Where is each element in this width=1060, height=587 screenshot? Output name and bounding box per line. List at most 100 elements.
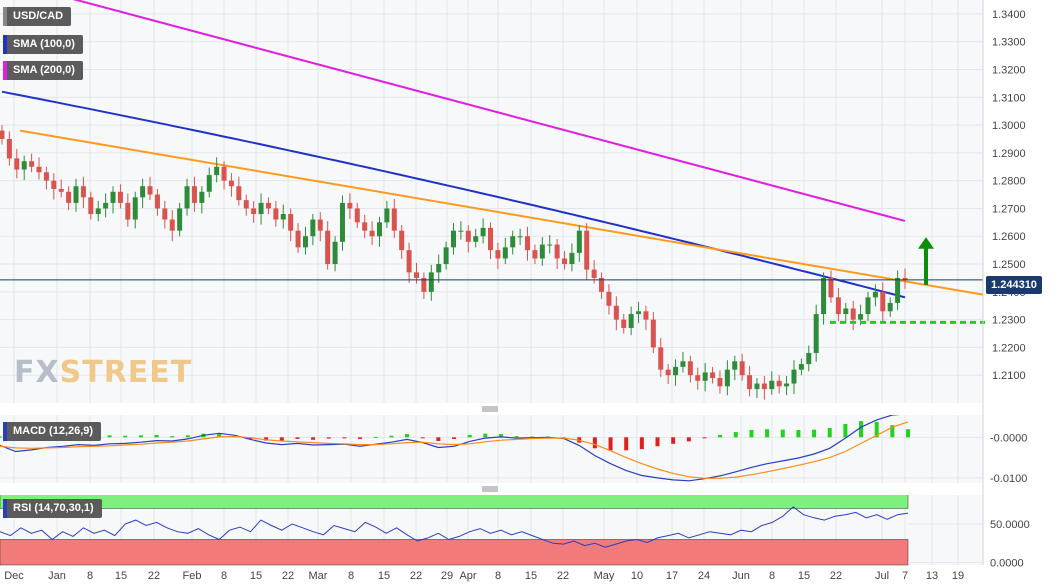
macd-histogram-bar bbox=[467, 434, 472, 438]
macd-histogram-bar bbox=[498, 434, 503, 438]
candlestick bbox=[488, 227, 494, 251]
macd-histogram-bar bbox=[686, 437, 691, 442]
macd-histogram-bar bbox=[358, 437, 363, 439]
x-tick-label: 10 bbox=[631, 570, 643, 582]
candlestick bbox=[732, 361, 738, 370]
candlestick bbox=[562, 258, 568, 265]
price-tick-label: 1.2200 bbox=[992, 342, 1026, 354]
macd-legend: MACD (12,26,9) bbox=[3, 422, 102, 441]
macd-histogram-bar bbox=[279, 437, 284, 441]
candlestick bbox=[413, 272, 419, 278]
candlestick bbox=[710, 372, 716, 378]
candlestick bbox=[80, 186, 86, 198]
macd-line bbox=[0, 413, 909, 482]
current-price-flag: 1.244310 bbox=[986, 276, 1042, 294]
candlestick bbox=[761, 383, 767, 390]
candlestick bbox=[776, 380, 782, 387]
x-tick-label: Apr bbox=[459, 570, 476, 582]
x-tick-label: 8 bbox=[87, 570, 93, 582]
macd-histogram-bar bbox=[389, 435, 394, 438]
price-tick-label: 1.2700 bbox=[992, 203, 1026, 215]
candlestick bbox=[887, 302, 893, 312]
candlestick bbox=[784, 383, 790, 387]
macd-histogram-bar bbox=[295, 437, 300, 439]
price-tick-label: 1.2900 bbox=[992, 148, 1026, 160]
candlestick bbox=[865, 297, 871, 315]
candlestick bbox=[288, 214, 294, 231]
macd-histogram-bar bbox=[170, 436, 175, 438]
candlestick bbox=[421, 277, 427, 292]
candlestick bbox=[547, 244, 553, 246]
candlestick bbox=[251, 208, 257, 215]
sma100-legend: SMA (100,0) bbox=[3, 35, 83, 54]
macd-histogram-bar bbox=[452, 437, 456, 439]
x-tick-label: 7 bbox=[902, 570, 908, 582]
candlestick bbox=[51, 180, 57, 189]
x-tick-label: 15 bbox=[378, 570, 390, 582]
price-tick-label: 1.3000 bbox=[992, 120, 1026, 132]
candlestick bbox=[769, 380, 775, 390]
candlestick bbox=[798, 364, 804, 370]
macd-tick-label: -0.0100 bbox=[990, 473, 1027, 485]
price-tick-label: 1.3300 bbox=[992, 37, 1026, 49]
rsi-overbought-zone bbox=[0, 492, 909, 509]
candlestick bbox=[554, 244, 560, 259]
candlestick bbox=[458, 230, 464, 232]
x-tick-label: 22 bbox=[557, 570, 569, 582]
macd-histogram-bar bbox=[185, 435, 190, 438]
candlestick bbox=[147, 186, 153, 195]
candlestick bbox=[724, 369, 730, 387]
candlestick bbox=[495, 250, 501, 259]
price-tick-label: 1.3200 bbox=[992, 64, 1026, 76]
candlestick bbox=[21, 161, 27, 170]
candlestick bbox=[347, 202, 353, 209]
candlestick bbox=[599, 277, 605, 292]
fxstreet-logo: FXSTREET bbox=[14, 355, 193, 390]
macd-histogram-bar bbox=[749, 430, 754, 438]
macd-histogram-bar bbox=[890, 425, 895, 438]
candlestick bbox=[510, 236, 516, 248]
candlestick bbox=[791, 369, 797, 384]
candlestick bbox=[872, 291, 878, 298]
candlestick bbox=[95, 208, 101, 215]
candlestick bbox=[665, 369, 671, 376]
candlestick bbox=[517, 236, 523, 238]
candlestick bbox=[110, 191, 116, 203]
macd-histogram-bar bbox=[608, 437, 613, 451]
macd-histogram-bar bbox=[718, 434, 723, 438]
candlestick bbox=[428, 272, 434, 292]
x-tick-label: 8 bbox=[769, 570, 775, 582]
x-tick-label: Mar bbox=[309, 570, 328, 582]
macd-histogram-bar bbox=[780, 429, 785, 438]
price-panel-bg bbox=[0, 0, 983, 403]
candlestick bbox=[184, 186, 190, 209]
x-tick-label: 15 bbox=[250, 570, 262, 582]
candlestick bbox=[436, 264, 442, 273]
candlestick bbox=[310, 219, 316, 237]
candlestick bbox=[369, 230, 375, 237]
macd-histogram-bar bbox=[796, 430, 801, 438]
candlestick bbox=[502, 247, 508, 259]
candlestick bbox=[606, 291, 612, 306]
candlestick bbox=[747, 375, 753, 390]
candlestick bbox=[228, 180, 234, 187]
candlestick bbox=[532, 250, 538, 259]
x-tick-label: Jul bbox=[875, 570, 889, 582]
candlestick bbox=[58, 188, 64, 192]
x-tick-label: 24 bbox=[698, 570, 710, 582]
candlestick bbox=[591, 269, 597, 278]
candlestick bbox=[354, 208, 360, 223]
macd-histogram-bar bbox=[217, 433, 222, 438]
candlestick bbox=[265, 202, 271, 209]
price-tick-label: 1.3100 bbox=[992, 92, 1026, 104]
candlestick bbox=[43, 172, 49, 181]
candlestick bbox=[362, 222, 368, 231]
price-tick-label: 1.2300 bbox=[992, 315, 1026, 327]
rsi-oversold-zone bbox=[0, 539, 909, 566]
candlestick bbox=[643, 311, 649, 320]
macd-histogram-bar bbox=[827, 427, 832, 438]
candlestick bbox=[636, 311, 642, 315]
x-tick-label: 22 bbox=[830, 570, 842, 582]
macd-histogram-bar bbox=[671, 437, 676, 444]
signal-line bbox=[0, 421, 909, 479]
